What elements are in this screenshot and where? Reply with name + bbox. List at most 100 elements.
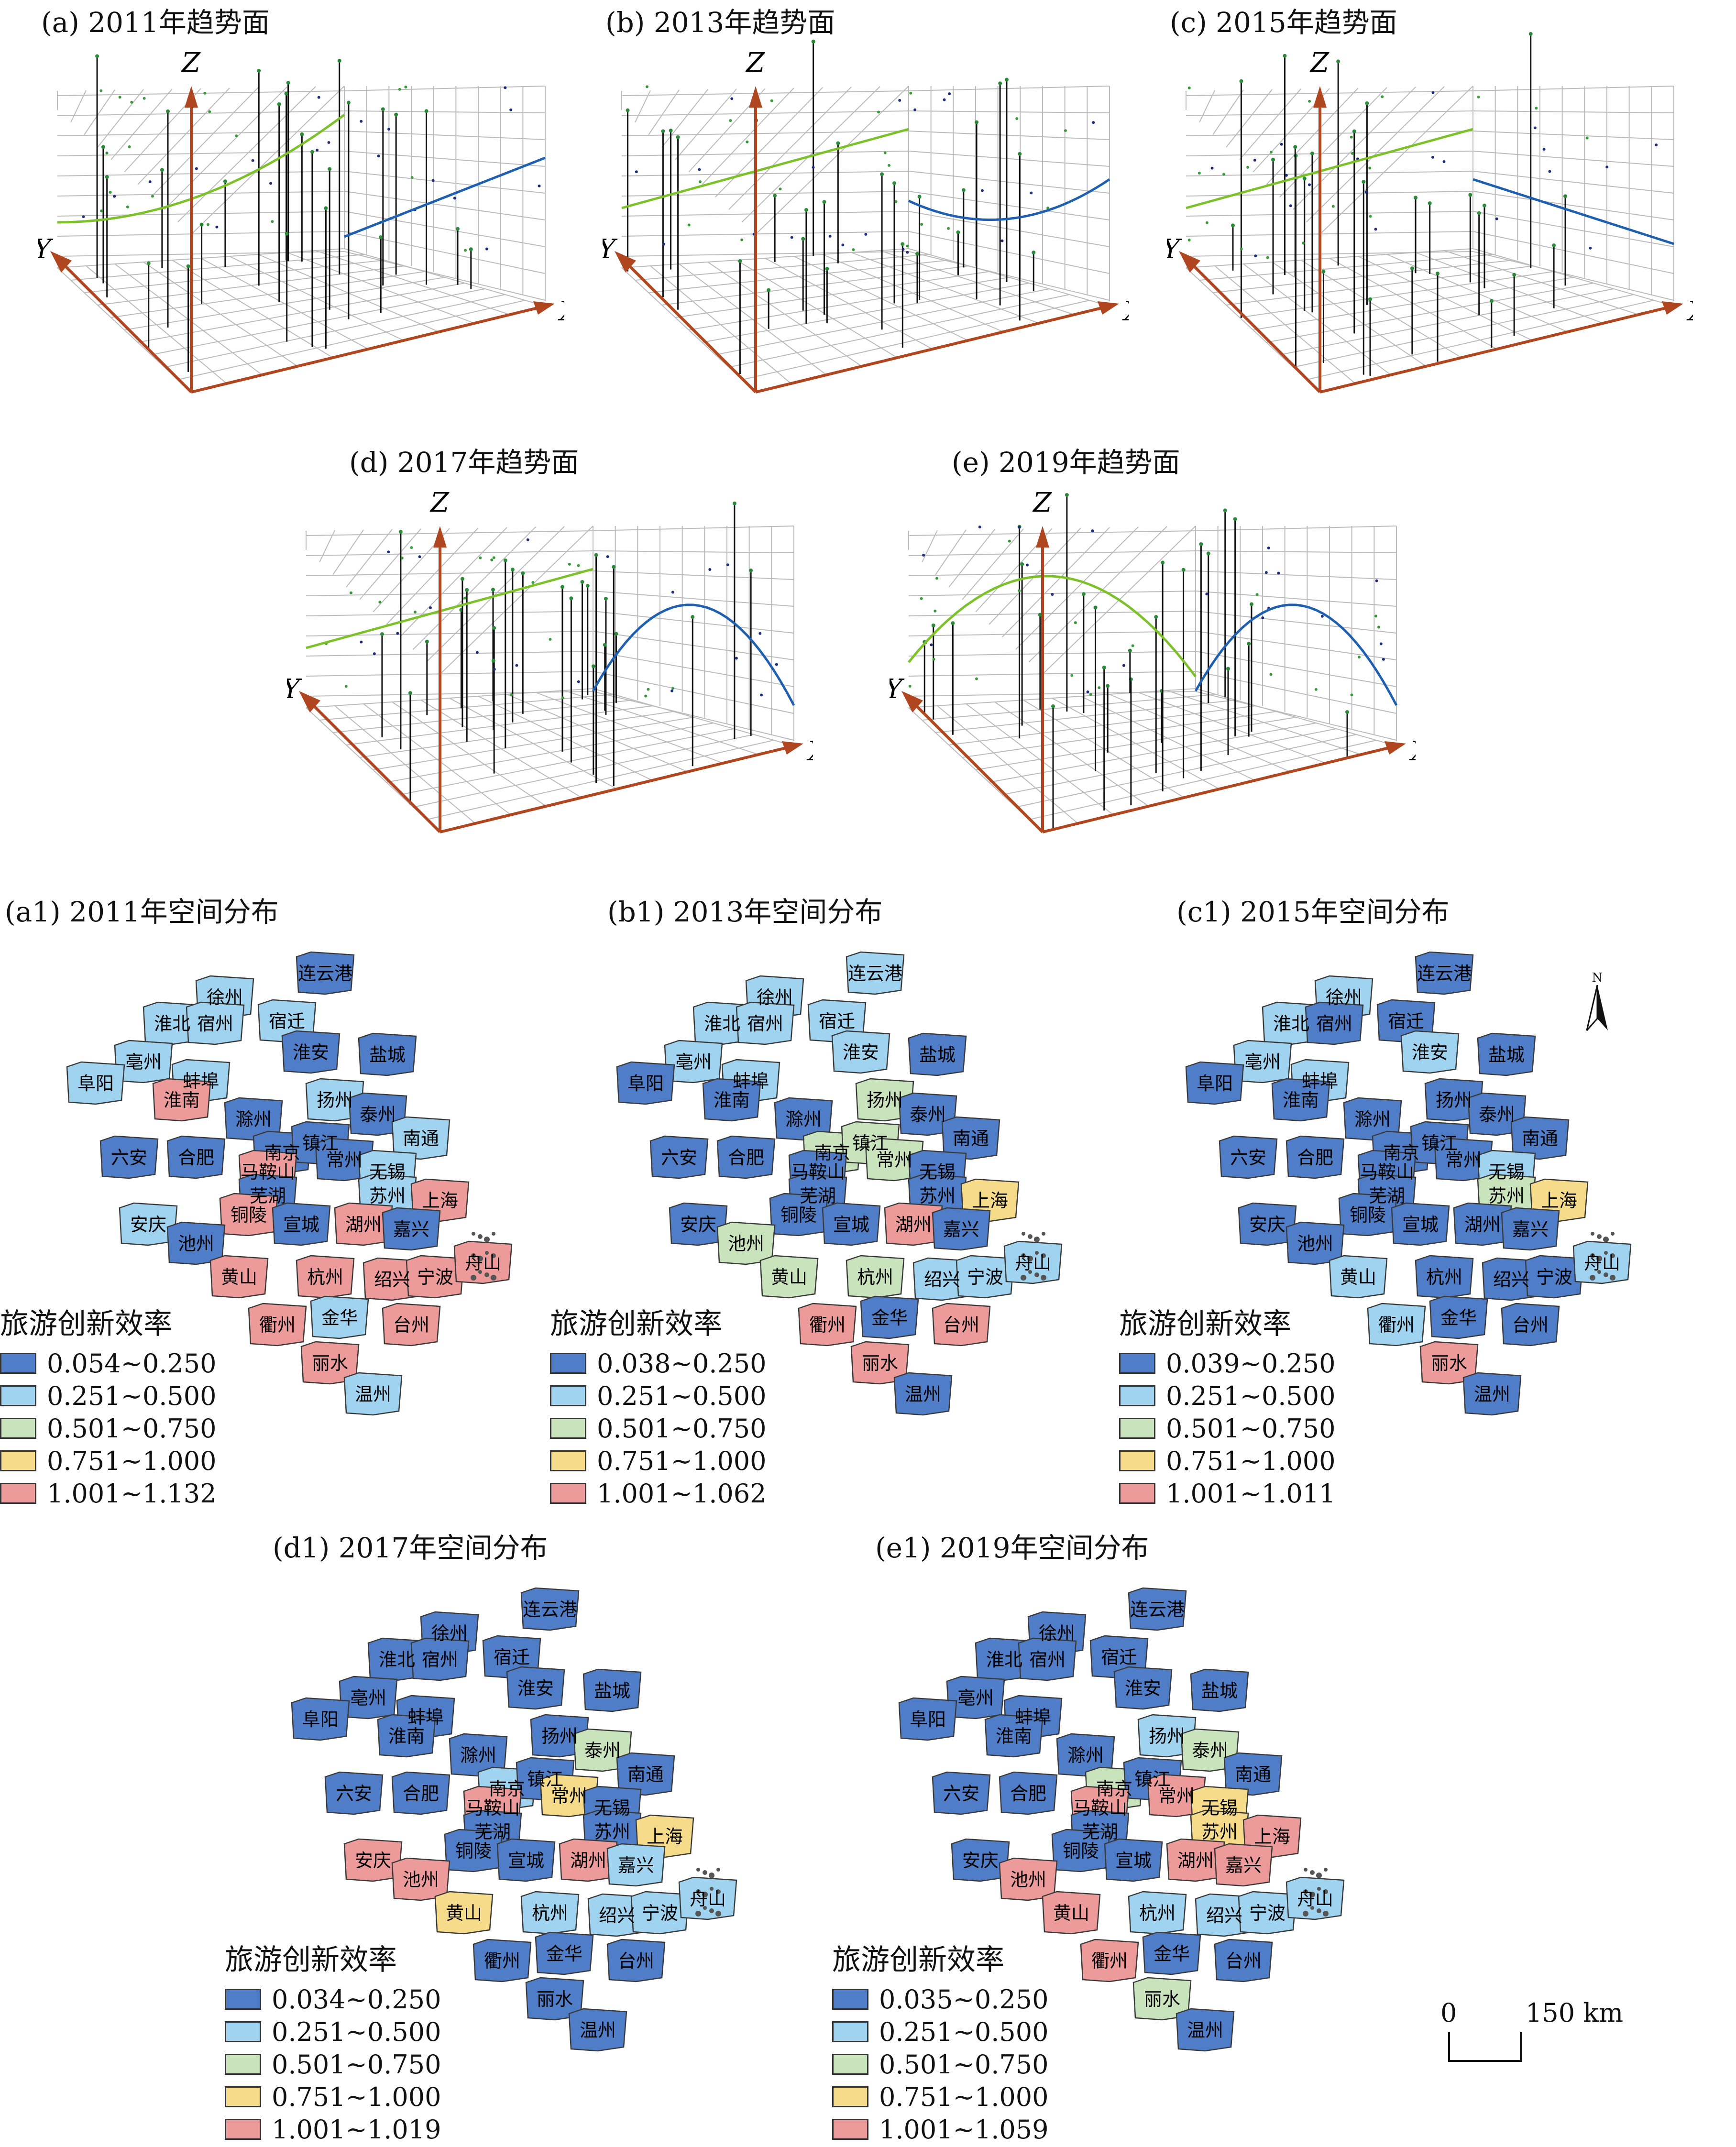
region-label: 扬州: [867, 1090, 903, 1111]
region-label: 亳州: [675, 1052, 712, 1073]
wall-point: [404, 86, 407, 89]
wall-point: [1351, 152, 1354, 155]
wall-point: [760, 693, 763, 697]
region-label: 六安: [336, 1783, 372, 1804]
region-温州: [1462, 1372, 1522, 1416]
grid-line: [661, 89, 708, 148]
wall-point: [130, 100, 133, 104]
region-label: 温州: [905, 1384, 941, 1405]
wall-point: [1533, 126, 1537, 130]
region-label: 蚌埠: [1015, 1707, 1051, 1728]
grid-line: [344, 211, 546, 247]
z-axis-arrow: [749, 86, 762, 108]
region-label: 温州: [580, 2020, 616, 2041]
grid-line: [1015, 526, 1139, 650]
region-连云港: [1415, 951, 1474, 995]
data-point: [892, 181, 897, 186]
data-point: [469, 247, 473, 252]
grid-line: [191, 86, 345, 235]
wall-point: [978, 526, 981, 529]
wall-point: [1064, 129, 1067, 132]
wall-point: [1008, 539, 1011, 543]
data-point: [591, 664, 595, 668]
region-合肥: [166, 1135, 226, 1179]
data-point: [1293, 145, 1297, 149]
grid-line: [1472, 131, 1674, 140]
region-label: 杭州: [1426, 1267, 1462, 1288]
region-label: 淮安: [843, 1042, 879, 1063]
wall-point: [864, 232, 868, 236]
region-舟山: [453, 1240, 513, 1284]
region-嘉兴: [1214, 1843, 1273, 1887]
region-合肥: [999, 1771, 1058, 1815]
wall-point: [1187, 86, 1191, 89]
region-label: 宿州: [747, 1013, 783, 1034]
grid-line: [449, 698, 617, 789]
wall-point: [1364, 191, 1368, 194]
trend-title-a: (a) 2011年趋势面: [41, 6, 270, 39]
wall-point: [235, 134, 238, 138]
wall-point: [687, 223, 691, 227]
wall-point: [1442, 160, 1446, 163]
region-label: 宁波: [642, 1903, 678, 1924]
region-label: 亳州: [1244, 1052, 1281, 1073]
region-label: 泰州: [360, 1104, 396, 1125]
region-label: 宿迁: [494, 1647, 530, 1668]
grid-line: [399, 728, 734, 795]
grid-line: [593, 591, 794, 607]
island: [1310, 1870, 1315, 1875]
trend-plot-b: Z Y X: [598, 39, 1144, 394]
trend-line-blue: [592, 603, 795, 706]
region-淮南: [152, 1078, 211, 1122]
wall-point: [1198, 172, 1201, 175]
region-label: 黄山: [446, 1903, 482, 1924]
wall-point: [758, 632, 762, 635]
region-金华: [1429, 1295, 1488, 1339]
data-point: [328, 167, 332, 171]
legend-swatch: [225, 1989, 261, 2010]
region-label: 铜陵: [1063, 1840, 1099, 1862]
region-label: 台州: [1225, 1950, 1262, 1972]
grid-line: [319, 530, 335, 563]
data-point: [931, 623, 935, 627]
region-label: 无锡: [594, 1797, 630, 1818]
island: [1035, 1251, 1039, 1255]
grid-line: [1472, 231, 1674, 274]
region-label: 温州: [355, 1384, 391, 1405]
grid-line: [1138, 692, 1326, 764]
region-杭州: [1128, 1891, 1187, 1935]
region-label: 盐城: [369, 1044, 406, 1065]
wall-point: [708, 568, 712, 571]
grid-line: [793, 256, 968, 341]
axes: [907, 536, 1397, 833]
wall-point: [901, 248, 905, 251]
y-axis-label: Y: [287, 674, 302, 705]
grid-line: [1186, 171, 1473, 176]
island: [709, 1908, 714, 1913]
region-淮安: [1113, 1666, 1173, 1710]
region-label: 绍兴: [1206, 1905, 1242, 1926]
legend-label: 0.038~0.250: [597, 1348, 767, 1379]
grid-line: [177, 86, 316, 222]
island: [709, 1873, 714, 1878]
region-宁波: [630, 1891, 690, 1935]
legend-swatch: [832, 2086, 868, 2107]
island: [1028, 1234, 1033, 1239]
region-label: 芜湖: [800, 1185, 836, 1206]
wall-point: [1122, 664, 1125, 667]
data-point: [594, 553, 598, 557]
legend-title: 旅游创新效率: [550, 1307, 722, 1341]
data-point: [521, 571, 525, 575]
region-label: 淮北: [986, 1649, 1022, 1670]
island: [1041, 1275, 1046, 1281]
legend-label: 0.751~1.000: [879, 2081, 1049, 2112]
legend-label: 0.501~0.750: [879, 2049, 1049, 2080]
wall-point: [935, 577, 939, 580]
data-point: [1239, 79, 1243, 83]
region-衢州: [1367, 1303, 1426, 1347]
data-point: [669, 129, 673, 133]
wall-point: [1495, 217, 1498, 220]
region-温州: [893, 1372, 953, 1416]
wall-point: [909, 91, 912, 95]
wall-point: [645, 85, 648, 88]
